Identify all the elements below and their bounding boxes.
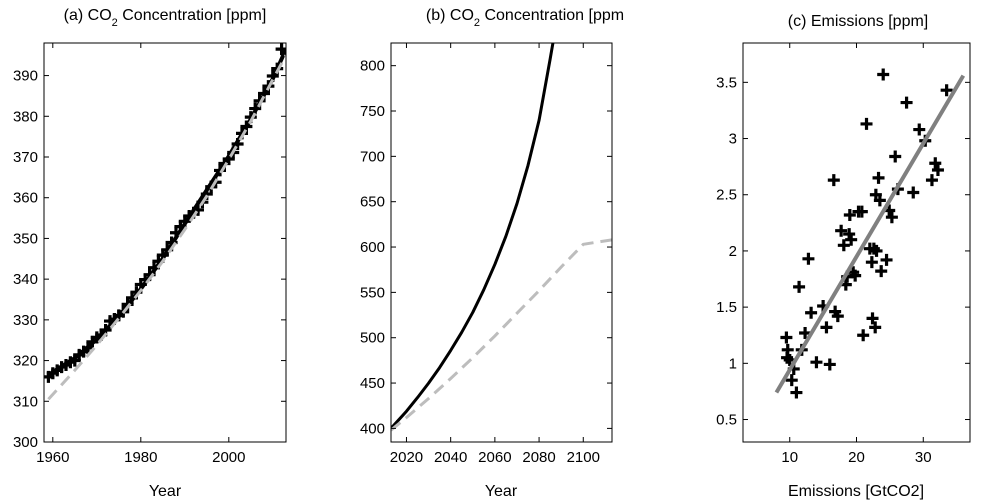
data-point xyxy=(873,194,886,207)
data-point xyxy=(831,310,844,323)
panel-c-title: (c) Emissions [ppm] xyxy=(788,13,928,30)
data-point xyxy=(781,343,794,356)
y-tick-label: 800 xyxy=(360,58,385,75)
y-tick-label: 350 xyxy=(13,230,38,247)
y-tick-label: 700 xyxy=(360,148,385,165)
y-tick-label: 650 xyxy=(360,194,385,211)
data-point xyxy=(785,374,798,387)
data-point xyxy=(869,321,882,334)
data-point xyxy=(931,164,944,177)
data-point xyxy=(907,186,920,199)
data-point xyxy=(849,269,862,282)
y-tick-label: 1 xyxy=(729,355,737,372)
panel-b: (b) CO2 Concentration [ppm Year 2020 2040… xyxy=(360,7,624,500)
data-point xyxy=(925,174,938,187)
data-point xyxy=(810,356,823,369)
x-tick-label: 2060 xyxy=(478,449,511,466)
axes-frame xyxy=(390,42,613,443)
y-tick-label: 450 xyxy=(360,375,385,392)
plot-area-a xyxy=(44,43,286,401)
solid-line xyxy=(47,48,286,377)
data-point xyxy=(802,252,815,265)
y-tick-label: 2.5 xyxy=(716,187,737,204)
x-tick-label: 2100 xyxy=(567,449,600,466)
data-point xyxy=(843,208,856,221)
x-tick-label: 20 xyxy=(848,449,865,466)
y-tick-label: 3 xyxy=(729,131,737,148)
data-point xyxy=(880,253,893,266)
panel-b-title: (b) CO2 Concentration [ppm xyxy=(426,7,624,29)
panel-c: (c) Emissions [ppm] Emissions [GtCO2] 10… xyxy=(716,13,971,500)
y-tick-label: 390 xyxy=(13,68,38,85)
panel-a: (a) CO2 Concentration [ppm] Year 1960 198… xyxy=(13,7,287,500)
y-tick-label: 600 xyxy=(360,239,385,256)
data-point xyxy=(843,228,856,241)
dashed-line xyxy=(47,54,286,401)
x-tick-label: 2040 xyxy=(434,449,467,466)
data-point xyxy=(929,157,942,170)
x-tick-label: 1980 xyxy=(124,449,157,466)
plot-area-c xyxy=(774,68,966,399)
data-point xyxy=(866,312,879,325)
y-tick-label: 320 xyxy=(13,353,38,370)
data-point xyxy=(790,386,803,399)
data-point xyxy=(835,224,848,237)
data-point xyxy=(860,117,873,130)
y-tick-label: 360 xyxy=(13,190,38,207)
y-tick-label: 500 xyxy=(360,330,385,347)
data-point xyxy=(870,244,883,257)
y-tick-label: 550 xyxy=(360,284,385,301)
data-point xyxy=(872,171,885,184)
axes-frame xyxy=(43,42,287,443)
data-point xyxy=(913,123,926,136)
data-point xyxy=(780,331,793,344)
data-point xyxy=(845,233,858,246)
plot-area-b xyxy=(391,43,612,432)
data-point xyxy=(793,280,806,293)
data-point xyxy=(900,96,913,109)
x-tick-label: 2020 xyxy=(390,449,423,466)
panel-c-xlabel: Emissions [GtCO2] xyxy=(788,483,924,500)
dashed-line xyxy=(391,238,612,432)
data-point xyxy=(823,358,836,371)
y-tick-label: 2 xyxy=(729,243,737,260)
data-point xyxy=(799,326,812,339)
x-tick-label: 10 xyxy=(781,449,798,466)
y-tick-label: 380 xyxy=(13,108,38,125)
data-point xyxy=(837,239,850,252)
axes-frame xyxy=(742,42,971,443)
y-tick-label: 0.5 xyxy=(716,412,737,429)
solid-line xyxy=(774,74,966,394)
x-tick-label: 2080 xyxy=(522,449,555,466)
solid-line xyxy=(391,43,555,430)
data-point xyxy=(855,205,868,218)
y-tick-label: 330 xyxy=(13,312,38,329)
y-tick-label: 310 xyxy=(13,393,38,410)
y-tick-label: 1.5 xyxy=(716,299,737,316)
panel-a-title: (a) CO2 Concentration [ppm] xyxy=(64,7,267,29)
data-point xyxy=(885,211,898,224)
data-point xyxy=(805,306,818,319)
x-tick-label: 30 xyxy=(915,449,932,466)
y-tick-label: 400 xyxy=(360,420,385,437)
y-tick-label: 300 xyxy=(13,434,38,451)
x-tick-label: 2000 xyxy=(212,449,245,466)
data-point xyxy=(877,68,890,81)
data-point xyxy=(940,84,953,97)
y-tick-label: 3.5 xyxy=(716,74,737,91)
y-tick-label: 370 xyxy=(13,149,38,166)
data-point xyxy=(857,329,870,342)
y-tick-label: 340 xyxy=(13,271,38,288)
panel-b-xlabel: Year xyxy=(485,483,518,500)
x-tick-label: 1960 xyxy=(36,449,69,466)
y-tick-label: 750 xyxy=(360,103,385,120)
data-point xyxy=(827,174,840,187)
panel-a-xlabel: Year xyxy=(149,483,182,500)
data-point xyxy=(820,321,833,334)
data-point xyxy=(889,150,902,163)
data-point xyxy=(865,256,878,269)
data-point xyxy=(875,265,888,278)
